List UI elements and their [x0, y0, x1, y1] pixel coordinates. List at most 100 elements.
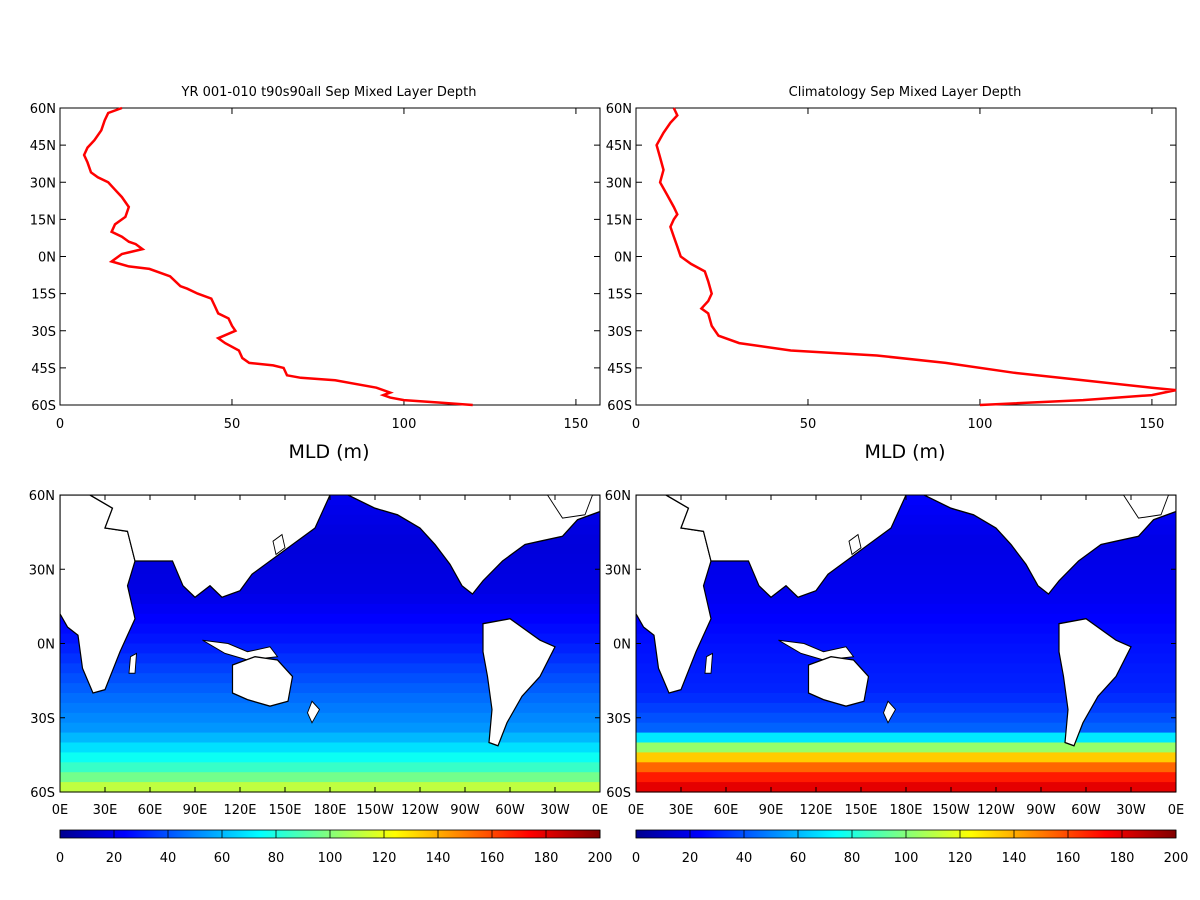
mld-band [60, 732, 600, 744]
x-tick-label: 0 [56, 417, 64, 432]
lon-tick-label: 30W [540, 803, 570, 818]
mld-field [636, 495, 1176, 793]
mld-band [636, 683, 1176, 694]
lon-tick-label: 90E [183, 803, 208, 818]
colorbar-tick-label: 100 [894, 851, 919, 866]
lon-tick-label: 60W [495, 803, 525, 818]
mld-band [636, 712, 1176, 724]
colorbar-tick-label: 20 [106, 851, 123, 866]
colorbar-tick-label: 120 [372, 851, 397, 866]
colorbar-tick-label: 120 [948, 851, 973, 866]
y-tick-label: 60N [30, 102, 56, 117]
series-line [82, 106, 473, 407]
colorbar-tick-label: 20 [682, 851, 699, 866]
y-tick-label: 15S [31, 288, 56, 303]
x-tick-label: 0 [632, 417, 640, 432]
plot-frame [635, 107, 1177, 406]
profile-panel-model: YR 001-010 t90s90all Sep Mixed Layer Dep… [30, 85, 601, 463]
mld-band [636, 752, 1176, 763]
lon-tick-label: 60E [138, 803, 163, 818]
mld-band [636, 534, 1176, 546]
mld-band [636, 702, 1176, 714]
lon-tick-label: 150W [932, 803, 970, 818]
mld-band [60, 584, 600, 595]
mld-band [60, 504, 600, 516]
lat-tick-label: 60N [29, 489, 55, 504]
y-tick-label: 15S [607, 288, 632, 303]
mld-band [636, 732, 1176, 744]
lon-tick-label: 150W [356, 803, 394, 818]
colorbar-tick-label: 40 [160, 851, 177, 866]
mld-band [60, 574, 600, 585]
mld-band [636, 574, 1176, 585]
lon-tick-label: 150E [844, 803, 877, 818]
mld-band [636, 603, 1176, 615]
mld-band [636, 594, 1176, 605]
x-axis-label: MLD (m) [865, 441, 946, 463]
lon-tick-label: 0E [1168, 803, 1185, 818]
x-tick-label: 150 [564, 417, 589, 432]
y-tick-label: 30N [606, 176, 632, 191]
y-tick-label: 45S [607, 362, 632, 377]
y-tick-label: 15N [606, 213, 632, 228]
x-tick-label: 100 [968, 417, 993, 432]
colorbar-tick-label: 200 [588, 851, 613, 866]
lon-tick-label: 180E [889, 803, 922, 818]
mld-field [60, 495, 600, 793]
mld-band [60, 653, 600, 664]
mld-band [636, 772, 1176, 783]
y-tick-label: 30S [31, 325, 56, 340]
lon-tick-label: 150E [268, 803, 301, 818]
mld-band [60, 722, 600, 734]
lon-tick-label: 0E [628, 803, 645, 818]
lon-tick-label: 120E [223, 803, 256, 818]
mld-band [60, 683, 600, 694]
mld-band [60, 772, 600, 783]
colorbar-tick-label: 60 [214, 851, 231, 866]
colorbar-tick-label: 200 [1164, 851, 1189, 866]
lon-tick-label: 30E [93, 803, 118, 818]
mld-band [60, 633, 600, 645]
mld-band [636, 633, 1176, 645]
mld-band [636, 663, 1176, 674]
lon-tick-label: 180E [313, 803, 346, 818]
colorbar: 0 20 40 60 80 100 120 140 160 180 200 [56, 829, 613, 866]
lon-tick-label: 30W [1116, 803, 1146, 818]
colorbar-tick-label: 0 [56, 851, 64, 866]
mld-band [60, 554, 600, 565]
mld-band [636, 653, 1176, 664]
y-tick-label: 45N [30, 139, 56, 154]
colorbar-tick-label: 80 [844, 851, 861, 866]
panel-title: YR 001-010 t90s90all Sep Mixed Layer Dep… [181, 85, 477, 100]
mld-band [636, 673, 1176, 684]
colorbar-tick-label: 160 [480, 851, 505, 866]
colorbar-tick-label: 100 [318, 851, 343, 866]
map-panel-model: 60N 30N 0N 30S 60S 0E 30E 60E 90E 120E 150E 180E 150… [29, 489, 613, 866]
x-tick-label: 50 [224, 417, 241, 432]
mld-band [636, 762, 1176, 773]
colorbar-tick-label: 140 [1002, 851, 1027, 866]
panel-title: Climatology Sep Mixed Layer Depth [789, 85, 1022, 100]
mld-band [60, 693, 600, 704]
mld-band [636, 623, 1176, 635]
mld-band [60, 524, 600, 536]
mld-band [60, 594, 600, 605]
mld-band [60, 544, 600, 555]
mld-band [60, 564, 600, 575]
lon-tick-label: 90E [759, 803, 784, 818]
colorbar-tick-label: 80 [268, 851, 285, 866]
x-tick-label: 150 [1140, 417, 1165, 432]
lon-tick-label: 90W [450, 803, 480, 818]
lon-tick-label: 120W [401, 803, 439, 818]
lon-tick-label: 0E [52, 803, 69, 818]
mld-band [636, 742, 1176, 753]
y-tick-label: 45S [31, 362, 56, 377]
mld-band [636, 693, 1176, 704]
y-tick-label: 60N [606, 102, 632, 117]
y-tick-label: 0N [38, 251, 56, 266]
mld-band [60, 623, 600, 635]
mld-band [60, 712, 600, 724]
lon-tick-label: 30E [669, 803, 694, 818]
mld-band [60, 495, 600, 506]
